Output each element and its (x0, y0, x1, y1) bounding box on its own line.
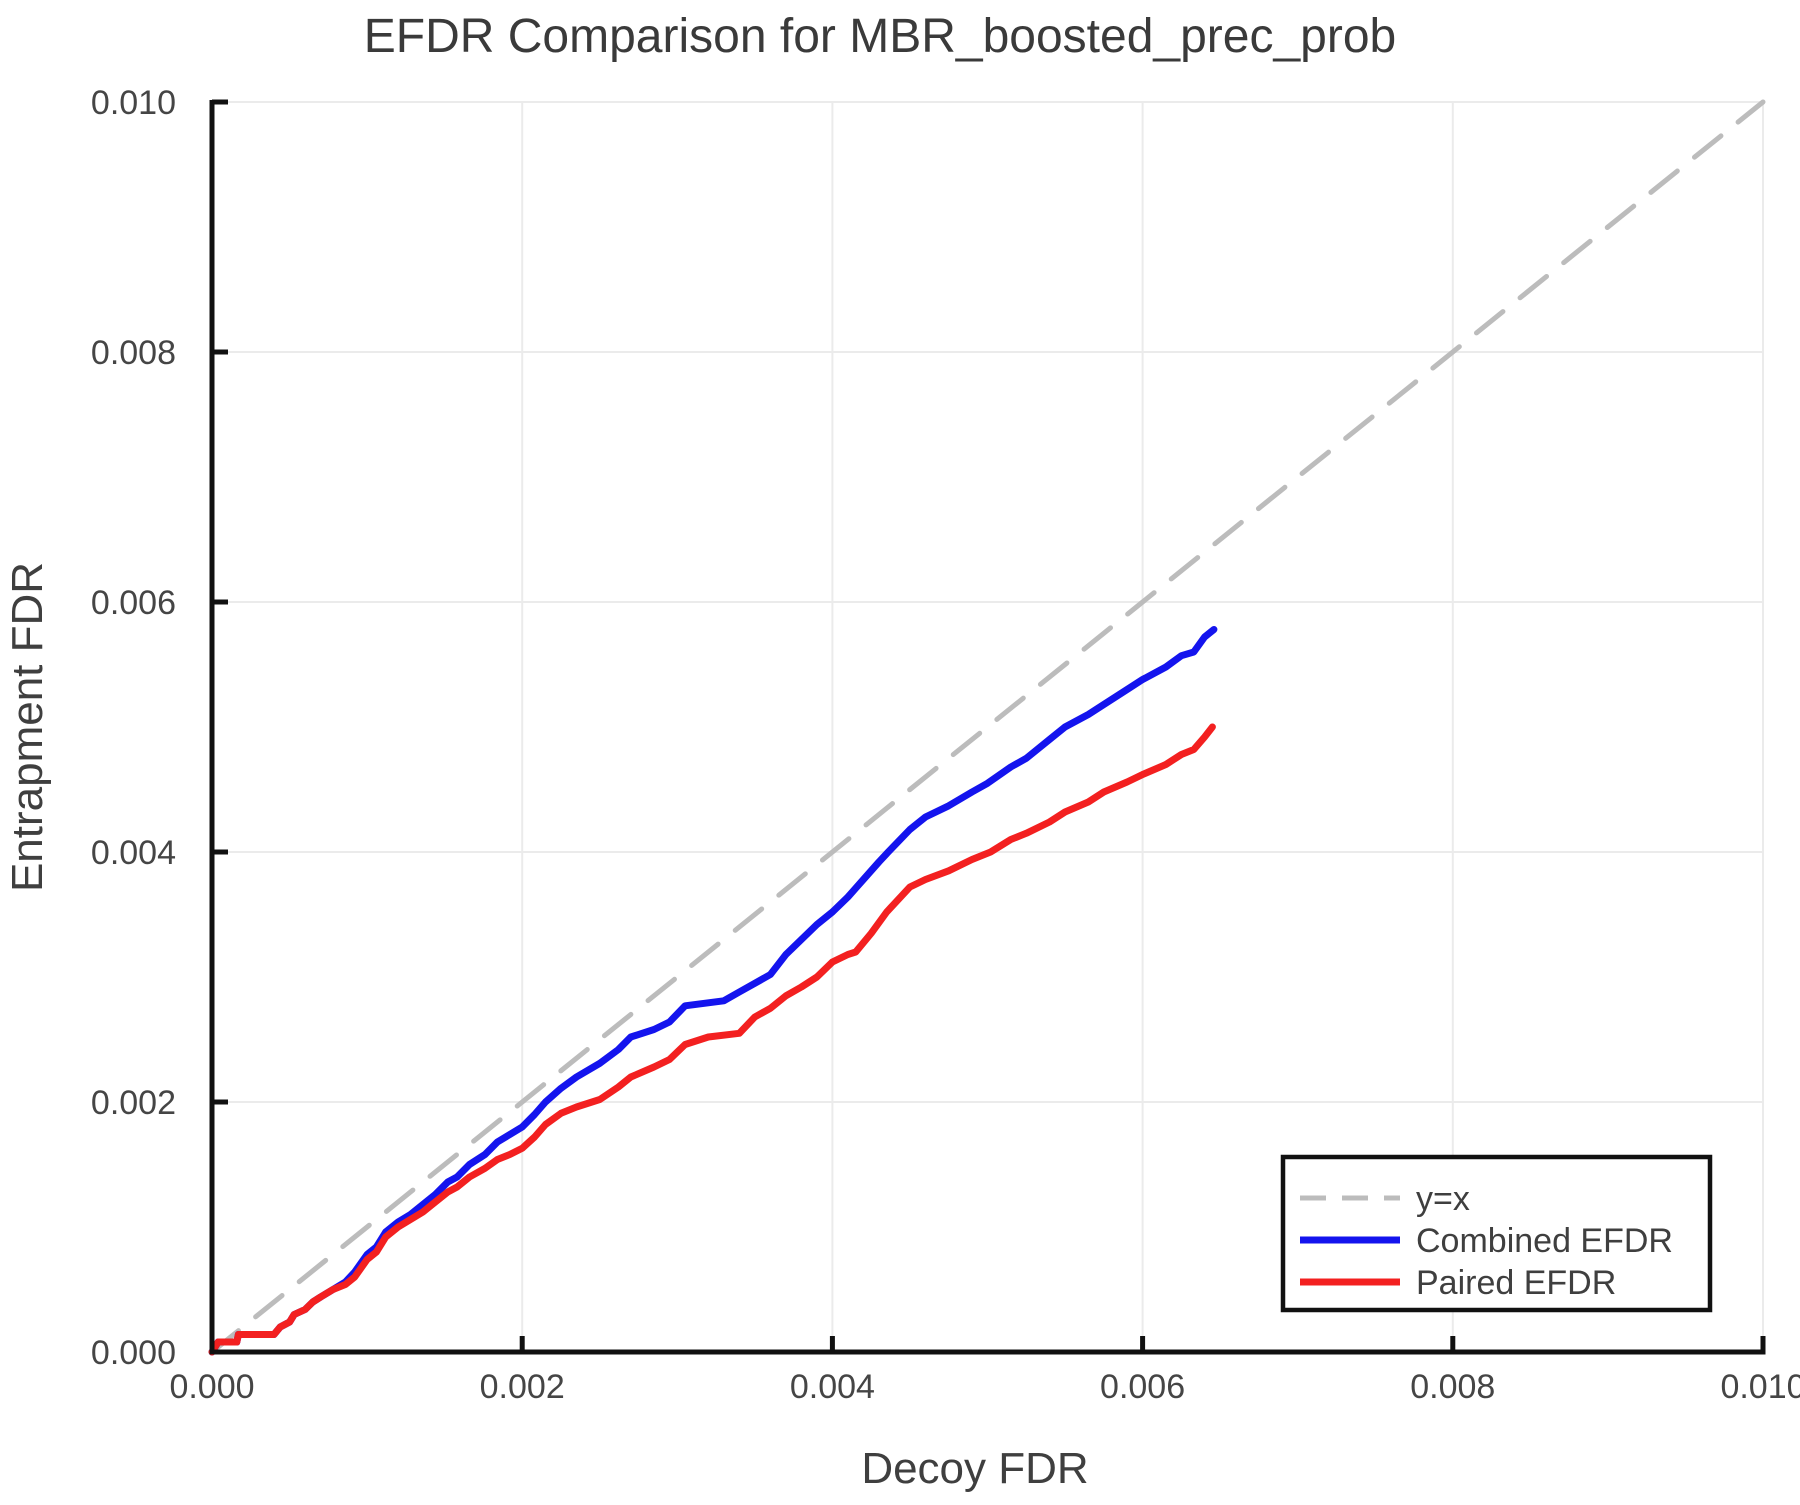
x-tick-label: 0.006 (1100, 1368, 1185, 1406)
y-tick-label: 0.002 (91, 1084, 176, 1122)
y-tick-label: 0.008 (91, 334, 176, 372)
legend: y=x Combined EFDR Paired EFDR (1280, 1154, 1713, 1313)
y-axis-label: Entrapment FDR (3, 562, 52, 892)
chart-title: EFDR Comparison for MBR_boosted_prec_pro… (364, 10, 1396, 63)
x-tick-label: 0.010 (1720, 1368, 1800, 1406)
x-tick-label: 0.004 (790, 1368, 875, 1406)
x-tick-label: 0.002 (480, 1368, 565, 1406)
y-tick-label: 0.004 (91, 834, 176, 872)
y-tick-label: 0.006 (91, 584, 176, 622)
y-tick-label: 0.000 (91, 1334, 176, 1372)
y-tick-label: 0.010 (91, 84, 176, 122)
series-lines (208, 99, 1766, 1356)
legend-label-paired-efdr: Paired EFDR (1416, 1264, 1616, 1302)
legend-entry-paired-efdr: Paired EFDR (1300, 1264, 1616, 1302)
legend-label-combined-efdr: Combined EFDR (1416, 1222, 1673, 1260)
x-tick-label: 0.008 (1410, 1368, 1495, 1406)
x-axis-ticks: 0.000 0.002 0.004 0.006 0.008 0.010 (169, 1336, 1800, 1406)
legend-entry-identity: y=x (1300, 1180, 1470, 1218)
paired-efdr-line (208, 723, 1216, 1356)
identity-line (209, 99, 1766, 1355)
y-axis-ticks: 0.000 0.002 0.004 0.006 0.008 0.010 (91, 84, 228, 1372)
gridlines (211, 101, 1764, 1353)
x-tick-label: 0.000 (169, 1368, 254, 1406)
legend-label-identity: y=x (1416, 1180, 1470, 1218)
x-axis-label: Decoy FDR (861, 1444, 1088, 1493)
legend-entry-combined-efdr: Combined EFDR (1300, 1222, 1673, 1260)
